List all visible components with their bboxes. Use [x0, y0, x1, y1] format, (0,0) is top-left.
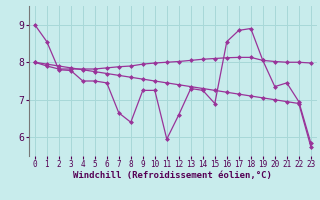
- X-axis label: Windchill (Refroidissement éolien,°C): Windchill (Refroidissement éolien,°C): [73, 171, 272, 180]
